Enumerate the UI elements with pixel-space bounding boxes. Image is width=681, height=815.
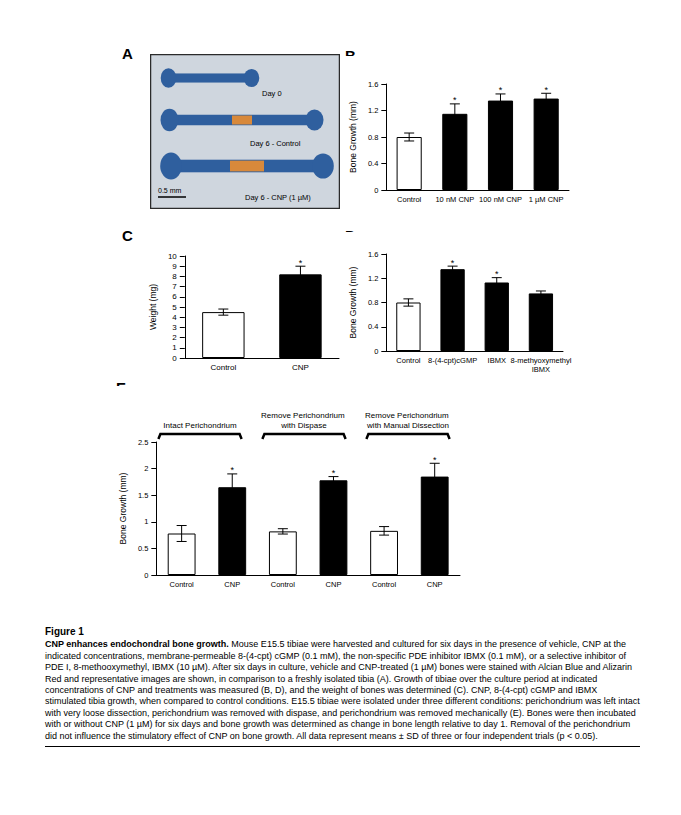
html-text:E: E	[116, 379, 126, 396]
svg-text:1.5: 1.5	[138, 491, 148, 500]
svg-text:*: *	[230, 465, 234, 475]
svg-text:IBMX: IBMX	[532, 365, 550, 374]
svg-text:Remove Perichondrium: Remove Perichondrium	[261, 411, 347, 420]
svg-text:Day 0: Day 0	[262, 89, 282, 98]
svg-text:Intact Perichondrium: Intact Perichondrium	[163, 421, 237, 430]
svg-text:0: 0	[144, 571, 148, 580]
svg-text:10 nM CNP: 10 nM CNP	[435, 195, 474, 204]
svg-text:*: *	[544, 85, 548, 95]
svg-text:2.5: 2.5	[138, 438, 148, 447]
svg-text:0.5 mm: 0.5 mm	[158, 187, 182, 194]
svg-text:1.2: 1.2	[368, 274, 378, 283]
svg-text:0: 0	[172, 354, 177, 363]
svg-text:Bone Growth (mm): Bone Growth (mm)	[348, 101, 358, 173]
svg-text:*: *	[433, 455, 437, 465]
svg-text:0.5: 0.5	[138, 544, 148, 553]
svg-text:1: 1	[144, 517, 148, 526]
svg-text:Control: Control	[271, 580, 296, 589]
svg-text:Bone Growth (mm): Bone Growth (mm)	[348, 266, 358, 338]
svg-text:Control: Control	[397, 195, 422, 204]
svg-text:1.2: 1.2	[368, 106, 378, 115]
svg-text:Bone Growth (mm): Bone Growth (mm)	[118, 472, 128, 544]
svg-text:CNP: CNP	[224, 580, 240, 589]
svg-text:*: *	[299, 258, 303, 268]
svg-text:2: 2	[172, 333, 177, 342]
svg-text:1 µM CNP: 1 µM CNP	[529, 195, 564, 204]
svg-text:with Manual Dissection: with Manual Dissection	[366, 421, 449, 430]
svg-text:8-(4-cpt)cGMP: 8-(4-cpt)cGMP	[428, 356, 477, 365]
svg-text:1: 1	[172, 343, 177, 352]
svg-text:*: *	[495, 269, 499, 279]
svg-text:CNP: CNP	[427, 580, 443, 589]
svg-text:Remove Perichondrium: Remove Perichondrium	[365, 411, 451, 420]
svg-text:Control: Control	[210, 363, 236, 372]
svg-text:0.8: 0.8	[368, 298, 378, 307]
html-text:D: D	[345, 227, 356, 244]
svg-text:10: 10	[168, 252, 177, 261]
svg-text:CNP: CNP	[292, 363, 309, 372]
html-text:Figure 1: Figure 1	[45, 626, 84, 637]
svg-text:0.4: 0.4	[368, 159, 378, 168]
svg-text:8: 8	[172, 272, 177, 281]
svg-text:Control: Control	[372, 580, 397, 589]
svg-text:with Dispase: with Dispase	[280, 421, 327, 430]
html-text:C: C	[122, 227, 133, 244]
svg-text:*: *	[332, 468, 336, 478]
svg-text:Day 6 - CNP (1 µM): Day 6 - CNP (1 µM)	[245, 193, 311, 202]
svg-text:*: *	[453, 95, 457, 105]
svg-text:0: 0	[374, 186, 378, 195]
svg-text:4: 4	[172, 313, 177, 322]
svg-text:1.6: 1.6	[368, 80, 378, 89]
svg-text:0.8: 0.8	[368, 133, 378, 142]
html-text:A: A	[122, 45, 133, 62]
svg-text:2: 2	[144, 464, 148, 473]
svg-text:9: 9	[172, 262, 177, 271]
svg-text:5: 5	[172, 303, 177, 312]
svg-text:7: 7	[172, 282, 177, 291]
html-text:B: B	[345, 47, 356, 64]
html-text:CNP enhances endochondral bone: CNP enhances endochondral bone growth. M…	[45, 639, 640, 741]
svg-text:*: *	[499, 85, 503, 95]
svg-text:IBMX: IBMX	[488, 356, 506, 365]
svg-text:100 nM CNP: 100 nM CNP	[479, 195, 522, 204]
svg-text:8-methyoxymethyl: 8-methyoxymethyl	[510, 356, 571, 365]
svg-text:0: 0	[374, 347, 378, 356]
svg-text:Weight (mg): Weight (mg)	[148, 284, 158, 330]
svg-text:Control: Control	[396, 356, 421, 365]
svg-text:Day 6 - Control: Day 6 - Control	[250, 139, 301, 148]
svg-text:6: 6	[172, 292, 177, 301]
svg-text:0.4: 0.4	[368, 322, 378, 331]
svg-text:CNP: CNP	[326, 580, 342, 589]
svg-text:1.6: 1.6	[368, 250, 378, 259]
svg-text:Control: Control	[170, 580, 195, 589]
svg-text:3: 3	[172, 323, 177, 332]
svg-text:*: *	[451, 258, 455, 268]
